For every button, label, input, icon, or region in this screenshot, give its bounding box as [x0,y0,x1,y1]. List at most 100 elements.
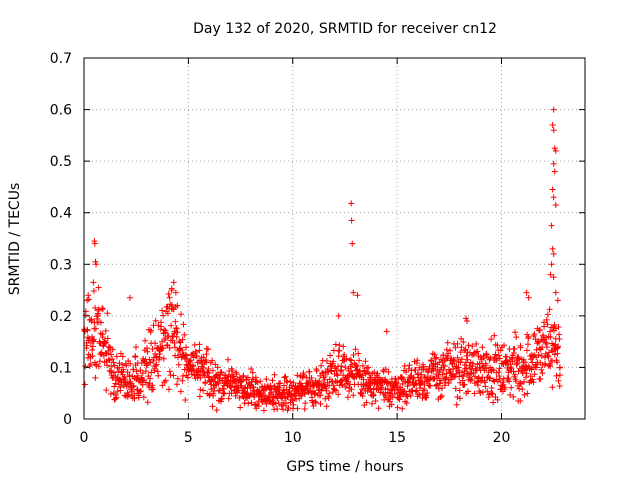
data-point [435,373,442,380]
data-point [171,328,178,335]
data-point [193,353,200,360]
data-point [287,378,294,385]
data-point [84,327,91,334]
data-point [165,386,172,393]
data-point [490,377,497,384]
data-point [510,368,517,375]
data-point [280,406,287,413]
data-point [492,351,499,358]
data-point [359,392,366,399]
data-point [403,400,410,407]
data-point [172,318,179,325]
data-point [322,395,329,402]
data-point [494,342,501,349]
data-point [162,377,169,384]
data-point [275,400,282,407]
data-point [471,390,478,397]
data-point [183,344,190,351]
data-point [432,382,439,389]
data-point [156,354,163,361]
data-point [494,396,501,403]
data-point [317,400,324,407]
data-point [529,376,536,383]
data-point [413,387,420,394]
data-point [458,356,465,363]
data-point [416,391,423,398]
data-point [403,368,410,375]
data-point [550,106,557,113]
data-point [556,335,563,342]
data-point [553,372,560,379]
y-tick-label: 0.5 [50,154,72,170]
data-point [538,353,545,360]
data-point [238,382,245,389]
data-point [437,377,444,384]
data-point [81,381,88,388]
data-point [547,271,554,278]
data-point [92,304,99,311]
data-point [176,338,183,345]
data-point [544,344,551,351]
data-point [437,380,444,387]
data-point [369,400,376,407]
data-point [496,373,503,380]
data-point [512,378,519,385]
data-point [106,357,113,364]
data-point [187,357,194,364]
data-point [200,387,207,394]
data-point [550,160,557,167]
data-point [556,364,563,371]
data-point [548,222,555,229]
data-point [543,316,550,323]
data-point [334,372,341,379]
data-point [545,349,552,356]
data-point [95,284,102,291]
data-point [525,294,532,301]
data-point [501,342,508,349]
data-point [365,364,372,371]
data-point [259,399,266,406]
data-point [132,344,139,351]
data-point [505,375,512,382]
data-point [363,399,370,406]
data-point [134,372,141,379]
y-tick-label: 0 [63,412,72,428]
data-point [94,310,101,317]
data-point [158,323,165,330]
data-point [342,384,349,391]
data-point [171,344,178,351]
data-point [350,289,357,296]
data-point [350,351,357,358]
data-point [347,356,354,363]
data-point [451,357,458,364]
data-point [342,364,349,371]
data-point [155,372,162,379]
data-point [348,217,355,224]
data-point [281,382,288,389]
data-point [396,390,403,397]
data-point [114,388,121,395]
data-point [460,373,467,380]
data-point [251,394,258,401]
data-point [348,367,355,374]
data-point [232,392,239,399]
data-point [438,385,445,392]
data-point [283,400,290,407]
data-point [393,379,400,386]
data-point [290,379,297,386]
data-point [477,390,484,397]
data-point [125,391,132,398]
data-point [310,402,317,409]
data-point [544,352,551,359]
data-point [551,145,558,152]
data-point [127,360,134,367]
data-point [214,364,221,371]
data-point [499,379,506,386]
data-point [325,395,332,402]
data-point [316,378,323,385]
data-point [550,194,557,201]
data-point [283,378,290,385]
data-point [337,368,344,375]
data-point [482,383,489,390]
data-point [545,353,552,360]
